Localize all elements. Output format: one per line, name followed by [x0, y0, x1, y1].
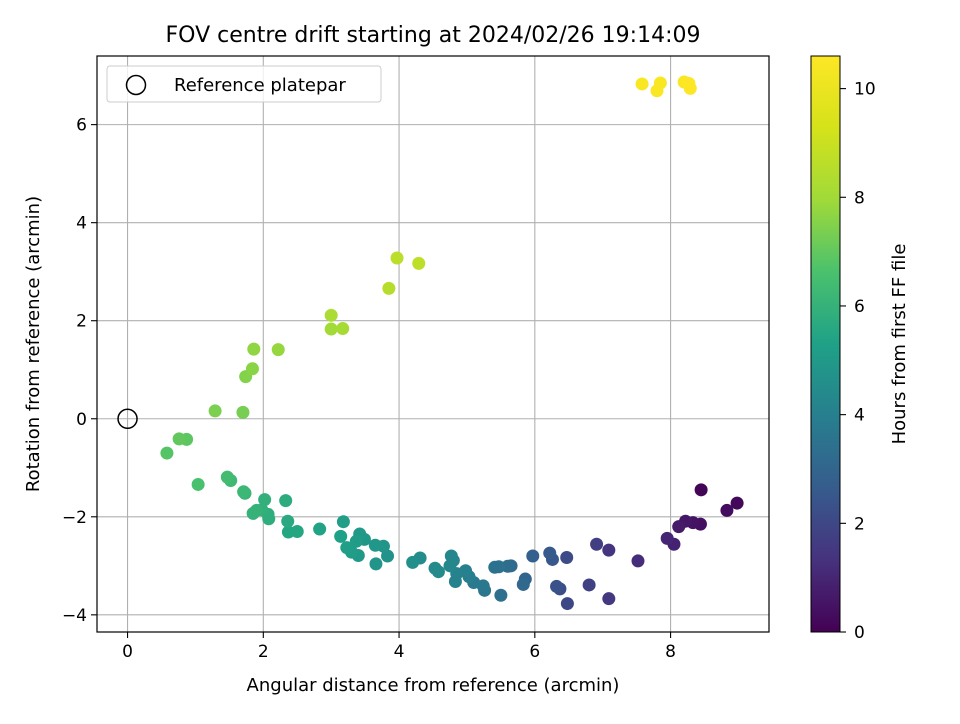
chart-title: FOV centre drift starting at 2024/02/26 … [166, 23, 701, 48]
data-point [683, 81, 697, 95]
data-point [590, 537, 604, 551]
data-point [258, 493, 272, 507]
x-tick-label: 8 [665, 642, 676, 662]
data-point [313, 522, 327, 536]
data-point [324, 322, 338, 336]
colorbar-tick-label: 8 [854, 188, 865, 208]
data-point [246, 506, 260, 520]
y-axis-label: Rotation from reference (arcmin) [23, 196, 44, 492]
x-axis-label: Angular distance from reference (arcmin) [247, 675, 620, 696]
data-points [160, 75, 744, 611]
x-tick-label: 0 [122, 642, 133, 662]
data-point [550, 579, 564, 593]
data-point [582, 578, 596, 592]
plot-frame [96, 55, 770, 633]
data-point [390, 251, 404, 265]
data-point [488, 560, 502, 574]
data-point [220, 470, 234, 484]
data-point [281, 514, 295, 528]
colorbar-label: Hours from first FF file [889, 244, 910, 445]
data-point [349, 534, 363, 548]
grid-lines [97, 56, 769, 632]
data-point [236, 405, 250, 419]
data-point [602, 543, 616, 557]
y-axis-ticks: −4 −2 0 2 4 6 [62, 116, 97, 626]
colorbar-tick-label: 0 [854, 623, 865, 643]
data-point [494, 588, 508, 602]
data-point [369, 557, 383, 571]
data-point [324, 308, 338, 322]
data-point [281, 525, 295, 539]
colorbar-tick-label: 6 [854, 297, 865, 317]
data-point [381, 549, 395, 563]
data-point [336, 322, 350, 336]
data-point [443, 559, 457, 573]
data-point [602, 592, 616, 606]
x-axis-ticks: 0 2 4 6 8 [122, 632, 676, 662]
data-point [279, 494, 293, 508]
y-tick-label: 6 [76, 116, 87, 136]
data-point [635, 77, 649, 91]
legend: Reference platepar [106, 65, 382, 103]
legend-label: Reference platepar [174, 75, 346, 96]
data-point [560, 597, 574, 611]
reference-platepar-marker [117, 408, 138, 430]
data-point [368, 538, 382, 552]
y-tick-label: −2 [62, 508, 87, 528]
data-point [448, 575, 462, 589]
colorbar-gradient [811, 56, 840, 632]
data-point [237, 485, 251, 499]
colorbar-frame [810, 55, 841, 633]
data-point [516, 577, 530, 591]
data-point [336, 515, 350, 529]
y-tick-label: 2 [76, 312, 87, 332]
data-point [382, 281, 396, 295]
data-point [247, 342, 261, 356]
data-point [543, 546, 557, 560]
data-point [428, 561, 442, 575]
data-point [720, 503, 734, 517]
data-point [444, 549, 458, 563]
colorbar: 0 2 4 6 8 10 Hours from first FF file [810, 55, 910, 643]
legend-open-circle-icon [125, 74, 147, 96]
data-point [672, 520, 686, 534]
data-point [208, 404, 222, 418]
data-point [730, 496, 744, 510]
data-point [412, 256, 426, 270]
data-point [526, 549, 540, 563]
y-tick-label: −4 [62, 606, 87, 626]
y-tick-label: 4 [76, 214, 87, 234]
data-point [340, 541, 354, 555]
data-point [694, 483, 708, 497]
data-point [660, 531, 674, 545]
colorbar-ticks: 0 2 4 6 8 10 [840, 80, 876, 643]
data-point [650, 84, 664, 98]
data-point [631, 554, 645, 568]
x-tick-label: 4 [394, 642, 405, 662]
x-tick-label: 6 [529, 642, 540, 662]
data-point [406, 555, 420, 569]
colorbar-tick-label: 4 [854, 406, 865, 426]
data-point [560, 550, 574, 564]
legend-box [106, 65, 382, 103]
colorbar-tick-label: 2 [854, 514, 865, 534]
data-point [245, 362, 259, 376]
data-point [191, 477, 205, 491]
x-tick-label: 2 [258, 642, 269, 662]
data-point [334, 529, 348, 543]
colorbar-tick-label: 10 [854, 80, 876, 100]
data-point [160, 446, 174, 460]
data-point [271, 343, 285, 357]
y-tick-label: 0 [76, 410, 87, 430]
data-point [172, 432, 186, 446]
